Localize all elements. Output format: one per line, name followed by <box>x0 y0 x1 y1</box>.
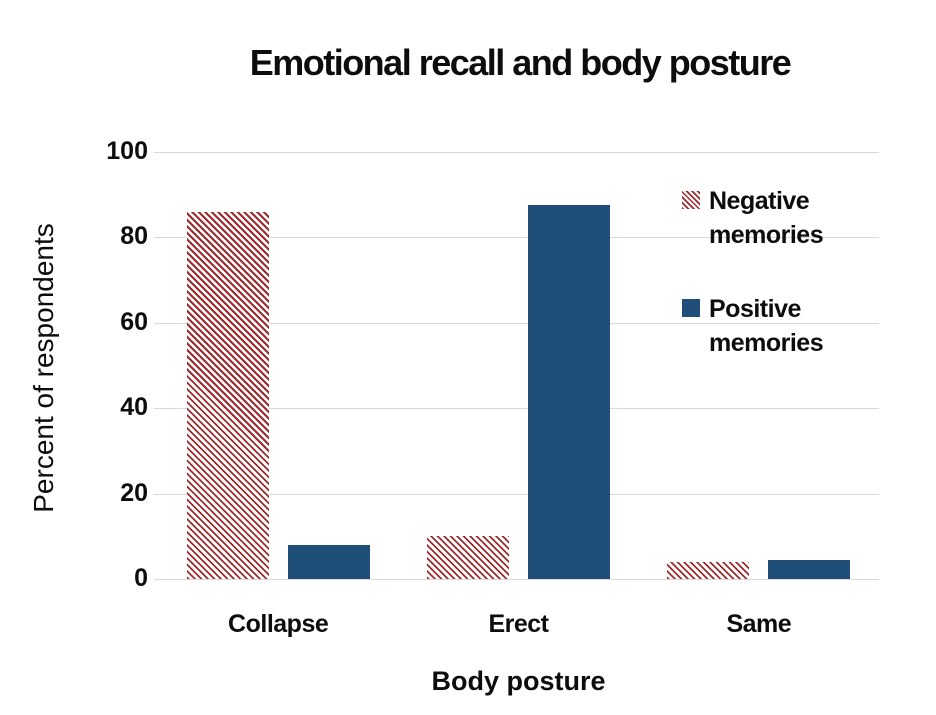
legend-label-positive-memories: Positive memories <box>709 295 824 357</box>
bar-positive-memories-erect <box>528 205 610 579</box>
y-tick-label-100: 100 <box>106 137 148 165</box>
plot-area <box>154 152 879 580</box>
negative-memories-swatch <box>682 191 700 209</box>
x-tick-label-collapse: Collapse <box>228 610 329 638</box>
y-axis-title: Percent of respondents <box>28 223 59 513</box>
y-tick-label-60: 60 <box>120 307 148 336</box>
y-tick-label-20: 20 <box>120 478 148 507</box>
gridline-20 <box>154 493 879 495</box>
gridline-80 <box>154 237 879 239</box>
bar-positive-memories-collapse <box>287 544 370 579</box>
y-tick-label-80: 80 <box>120 222 148 251</box>
bar-negative-memories-collapse <box>186 211 269 579</box>
legend-item-negative-memories: Negative memories <box>682 185 859 253</box>
y-tick-label-40: 40 <box>120 393 148 422</box>
gridline-100 <box>154 152 879 153</box>
x-axis-title: Body posture <box>431 666 606 696</box>
bar-negative-memories-same <box>667 561 750 579</box>
x-tick-label-same: Same <box>726 610 792 638</box>
positive-memories-swatch <box>682 299 700 317</box>
gridline-40 <box>154 408 879 410</box>
legend-item-positive-memories: Positive memories <box>682 293 859 361</box>
legend-label-negative-memories: Negative memories <box>709 187 824 249</box>
gridline-60 <box>154 322 879 324</box>
bar-positive-memories-same <box>768 559 851 579</box>
bar-negative-memories-erect <box>427 536 509 579</box>
x-tick-label-erect: Erect <box>488 610 549 638</box>
gridline-0 <box>154 579 879 580</box>
y-tick-label-0: 0 <box>134 564 148 592</box>
chart-title: Emotional recall and body posture <box>249 42 792 83</box>
